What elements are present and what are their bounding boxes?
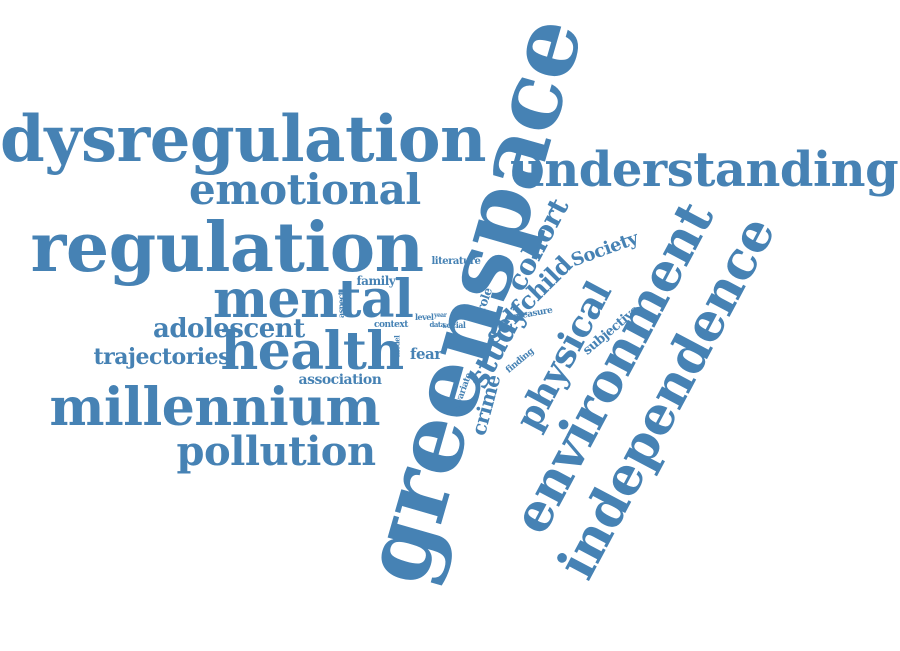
word-association: association [298,372,382,388]
word-understanding: understanding [510,142,899,198]
word-dysregulation: dysregulation [0,102,487,177]
word-health: health [220,321,405,382]
word-data: data [429,319,446,329]
word-model: model [392,335,402,357]
word-millennium: millennium [49,377,381,438]
word-fear: fear [410,344,442,363]
word-year: year [434,312,447,319]
word-emotional: emotional [189,165,421,214]
word-literature: literature [431,256,481,267]
word-trajectories: trajectories [93,344,231,370]
word-social: social [442,320,466,330]
word-mental: mental [213,269,414,330]
word-context: context [374,319,408,330]
word-regulation: regulation [30,208,425,288]
word-level: level [415,312,434,322]
word-society: Society [568,227,641,272]
word-adolescent: adolescent [153,314,305,344]
word-aspect: aspect [335,292,346,318]
word-pollution: pollution [176,428,377,475]
word-family: family [356,274,396,288]
